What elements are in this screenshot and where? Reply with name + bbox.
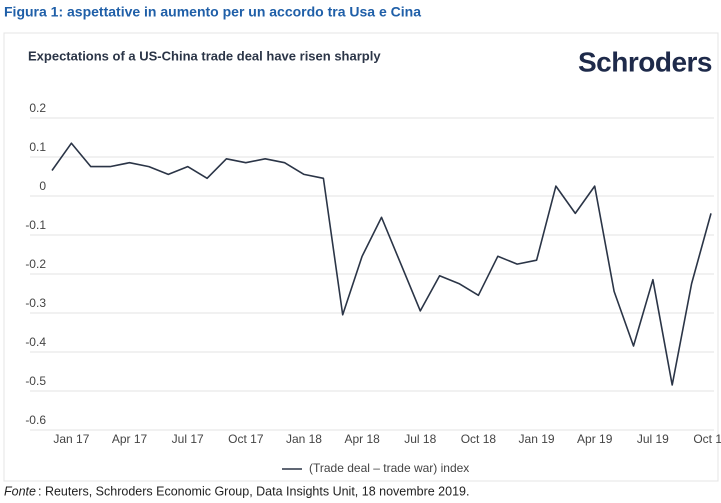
y-tick-label: -0.4: [25, 335, 46, 349]
x-tick-label: Jul 18: [404, 432, 436, 446]
x-tick-label: Oct 19: [693, 432, 721, 446]
y-tick-label: -0.5: [25, 374, 46, 388]
x-tick-label: Jul 19: [637, 432, 669, 446]
x-tick-label: Oct 18: [461, 432, 497, 446]
x-tick-label: Apr 19: [577, 432, 613, 446]
y-tick-label: 0: [39, 179, 46, 193]
y-tick-label: -0.1: [25, 218, 46, 232]
brand-logo: Schroders: [578, 46, 712, 77]
y-tick-label: -0.2: [25, 257, 46, 271]
y-tick-label: -0.6: [25, 413, 46, 427]
x-tick-label: Apr 18: [344, 432, 380, 446]
y-tick-label: 0.1: [29, 140, 46, 154]
source-label: Fonte: [4, 484, 36, 498]
data-line: [51, 142, 712, 386]
x-tick-label: Apr 17: [112, 432, 148, 446]
figure-title: Figura 1: aspettative in aumento per un …: [4, 4, 421, 20]
x-tick-label: Jan 19: [519, 432, 555, 446]
x-tick-label: Oct 17: [228, 432, 264, 446]
x-tick-label: Jan 17: [53, 432, 89, 446]
legend-label: (Trade deal – trade war) index: [309, 461, 469, 475]
y-tick-label: 0.2: [29, 101, 46, 115]
chart-frame: [3, 32, 719, 482]
source-text: : Reuters, Schroders Economic Group, Dat…: [38, 484, 469, 498]
x-tick-label: Jan 18: [286, 432, 322, 446]
chart-title: Expectations of a US-China trade deal ha…: [28, 48, 381, 63]
x-tick-label: Jul 17: [172, 432, 204, 446]
y-tick-label: -0.3: [25, 296, 46, 310]
